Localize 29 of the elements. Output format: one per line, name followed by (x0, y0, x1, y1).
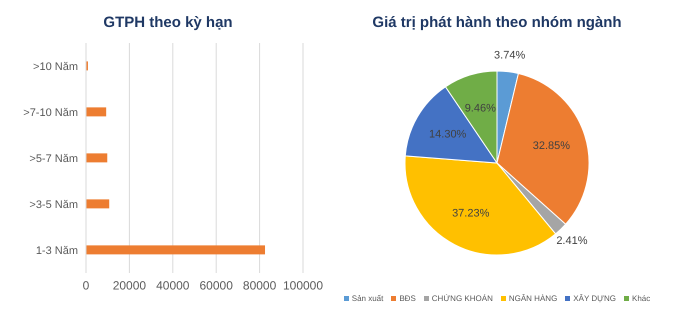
data-label: 9.46% (464, 102, 496, 114)
legend-label: XÂY DỰNG (572, 294, 616, 303)
y-tick-label: >7-10 Năm (23, 106, 78, 119)
y-tick-label: >3-5 Năm (29, 198, 78, 211)
x-tick-label: 100000 (282, 278, 324, 293)
bar (86, 107, 106, 116)
data-label: 3.74% (494, 50, 526, 62)
legend-label: BĐS (398, 294, 416, 303)
bar (86, 245, 266, 254)
bar (86, 153, 108, 162)
chart-title: Giá trị phát hành theo nhóm ngành (371, 13, 623, 33)
y-tick-label: >5-7 Năm (29, 152, 78, 165)
x-tick-label: 60000 (200, 278, 234, 293)
legend-label: Khác (631, 294, 650, 303)
x-tick-label: 80000 (242, 278, 277, 293)
y-tick-label: >10 Năm (33, 60, 78, 73)
data-label: 14.30% (429, 128, 467, 140)
chart-title: GTPH theo kỳ hạn (102, 13, 234, 33)
data-label: 37.23% (452, 208, 490, 220)
legend-label: Sản xuất (350, 294, 384, 303)
x-tick-label: 0 (82, 278, 90, 293)
x-tick-label: 40000 (156, 278, 190, 293)
data-label: 32.85% (532, 140, 570, 152)
legend-label: NGÂN HÀNG (508, 294, 558, 303)
bar (86, 199, 110, 208)
legend-label: CHỨNG KHOÁN (430, 294, 493, 303)
y-tick-label: 1-3 Năm (36, 244, 78, 257)
data-label: 2.41% (556, 234, 588, 247)
x-tick-label: 20000 (112, 278, 146, 293)
